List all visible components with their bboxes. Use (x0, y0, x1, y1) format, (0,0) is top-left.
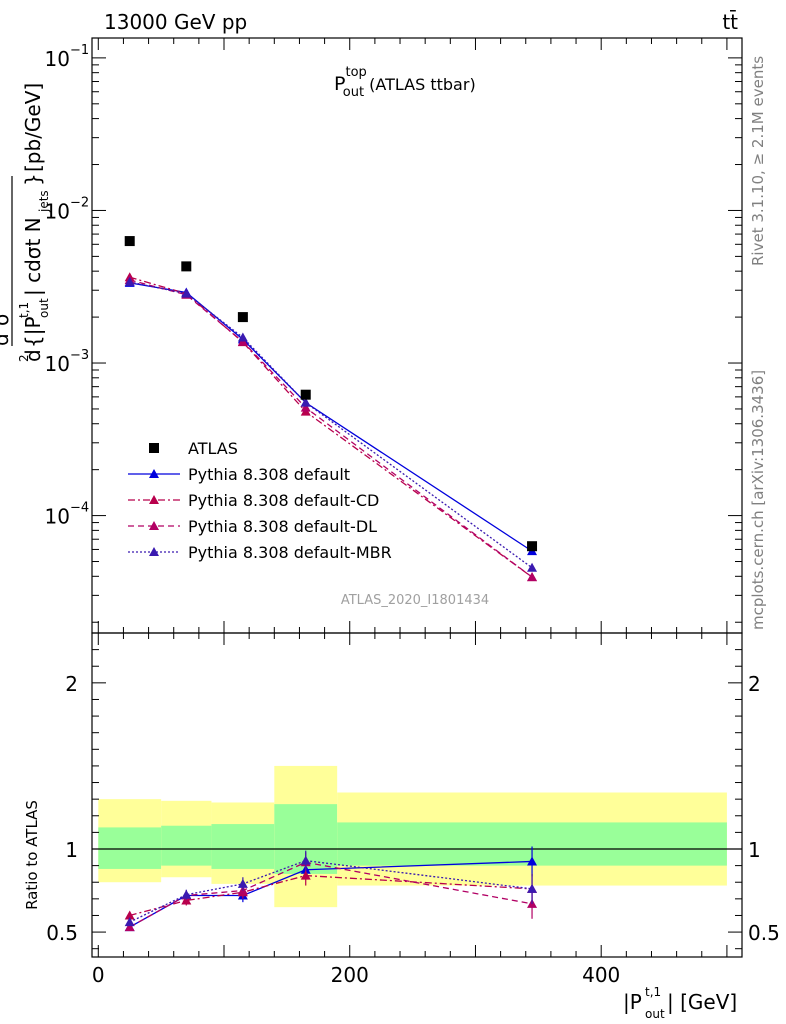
atlas-point-3 (300, 389, 311, 400)
svg-text:σ: σ (0, 313, 13, 326)
xtick-label: 200 (331, 963, 369, 987)
ratio-ylabel: Ratio to ATLAS (23, 800, 41, 910)
plot-title-suffix: (ATLAS ttbar) (364, 75, 476, 94)
atlas-point-0 (124, 236, 135, 247)
marker-mbr-1 (181, 288, 192, 298)
plot-title: Ptop out (ATLAS ttbar) (334, 65, 476, 100)
analysis-id: ATLAS_2020_I1801434 (341, 593, 489, 608)
axis-ticks (92, 38, 742, 957)
atlas-data-points (124, 236, 538, 552)
svg-text:d: d (0, 333, 13, 346)
main-ytick-label: 10 (45, 505, 70, 529)
marker-mbr-4 (527, 562, 538, 572)
main-ytick-label: 10 (45, 47, 70, 71)
svg-text:|P: |P (623, 990, 642, 1014)
legend-label-dl: Pythia 8.308 default-DL (188, 517, 377, 536)
xaxis-label: |P t,1 out | [GeV] (623, 985, 737, 1021)
svg-text:t,1: t,1 (645, 985, 661, 999)
main-ytick-exponent: −2 (70, 195, 89, 210)
ratio-marker-mbr-0 (124, 917, 135, 927)
marker-mbr-3 (300, 397, 311, 407)
ratio-uncertainty-bands (98, 765, 727, 908)
main-ytick-label: 10 (45, 199, 70, 223)
ratio-marker-cd-3 (300, 870, 311, 880)
atlas-point-2 (237, 312, 248, 323)
plot-title-main: P (334, 73, 345, 95)
legend-label-mbr: Pythia 8.308 default-MBR (188, 543, 392, 562)
series-line-cd (129, 276, 533, 578)
ratio-marker-mbr-1 (181, 889, 192, 899)
legend-label-default: Pythia 8.308 default (188, 465, 350, 484)
main-ylabel: d 2 {|P t,1 out | cdσt N jets } d 2 σ fi… (0, 83, 51, 362)
svg-text:| [GeV]: | [GeV] (667, 990, 737, 1014)
marker-dl-4 (527, 572, 538, 582)
svg-text:[pb/GeV]: [pb/GeV] (21, 83, 45, 172)
svg-text:{|P: {|P (21, 316, 45, 348)
legend-item-dl: Pythia 8.308 default-DL (128, 517, 377, 536)
main-ytick-label: 10 (45, 352, 70, 376)
marker-mbr-0 (124, 276, 135, 286)
main-ytick-exponent: −3 (70, 348, 89, 363)
legend-marker-dl (149, 521, 159, 530)
process-label: tt̄ (722, 9, 738, 34)
series-layer (124, 272, 538, 932)
marker-dl-3 (300, 402, 311, 412)
ratio-marker-cd-0 (124, 910, 135, 920)
inner-band-0 (98, 827, 162, 869)
svg-text:}: } (21, 173, 45, 186)
legend-label-cd: Pythia 8.308 default-CD (188, 491, 379, 510)
svg-text:| cdσt N: | cdσt N (21, 217, 45, 296)
legend-label-atlas: ATLAS (188, 439, 238, 458)
plot-title-sup: top (345, 65, 366, 80)
legend-marker-atlas (149, 443, 159, 453)
svg-text:t,1: t,1 (17, 302, 31, 318)
legend-item-cd: Pythia 8.308 default-CD (128, 491, 379, 510)
legend-marker-default (149, 469, 159, 478)
svg-text:out: out (645, 1007, 665, 1021)
legend-marker-cd (149, 495, 159, 504)
svg-text:out: out (37, 298, 51, 318)
svg-text:d: d (21, 349, 45, 362)
atlas-point-1 (181, 261, 192, 272)
inner-band-1 (161, 825, 212, 866)
ratio-ytick-label-right: 2 (748, 672, 761, 696)
series-mbr (124, 276, 538, 927)
ratio-ytick-label-left: 0.5 (46, 921, 78, 945)
legend-marker-mbr (149, 547, 159, 556)
inner-band-2 (211, 824, 275, 869)
ratio-marker-dl-0 (124, 922, 135, 932)
plot-title-sub: out (343, 85, 364, 100)
legend: ATLAS Pythia 8.308 default Pythia 8.308 de… (128, 439, 392, 562)
ratio-ytick-label-left: 1 (65, 838, 78, 862)
rivet-label: Rivet 3.1.10, ≥ 2.1M events (749, 56, 767, 266)
xtick-label: 0 (92, 963, 105, 987)
ratio-ytick-label-right: 1 (748, 838, 761, 862)
ratio-ytick-label-left: 2 (65, 672, 78, 696)
ratio-marker-mbr-4 (527, 883, 538, 893)
svg-text:2: 2 (17, 354, 31, 362)
ratio-marker-default-4 (527, 856, 538, 866)
main-ytick-exponent: −1 (70, 43, 89, 58)
ratio-marker-mbr-2 (237, 878, 248, 888)
ratio-ytick-label-right: 0.5 (748, 921, 780, 945)
xtick-label: 400 (582, 963, 620, 987)
legend-item-default: Pythia 8.308 default (128, 465, 350, 484)
ratio-marker-mbr-3 (300, 855, 311, 865)
mcplots-label: mcplots.cern.ch [arXiv:1306.3436] (749, 370, 767, 630)
legend-item-atlas: ATLAS (149, 439, 238, 458)
atlas-point-4 (527, 541, 538, 552)
beam-label: 13000 GeV pp (104, 10, 247, 34)
ratio-frame (91, 632, 743, 958)
series-line-default (129, 282, 533, 552)
svg-text:jets: jets (37, 190, 51, 213)
main-ytick-exponent: −4 (70, 501, 89, 516)
legend-item-mbr: Pythia 8.308 default-MBR (128, 543, 392, 562)
marker-mbr-2 (237, 332, 248, 342)
